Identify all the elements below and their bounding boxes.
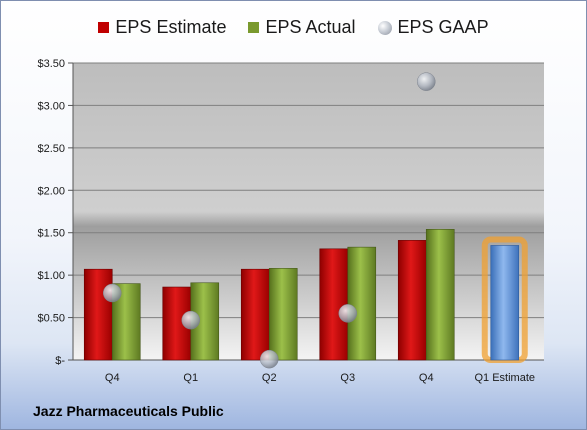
x-tick-label: Q4 bbox=[105, 372, 120, 384]
legend-label-eps-actual: EPS Actual bbox=[265, 17, 356, 37]
legend-swatch-eps-estimate bbox=[98, 22, 110, 33]
y-tick-label: $2.50 bbox=[37, 143, 65, 155]
x-tick-label: Q1 Estimate bbox=[474, 372, 535, 384]
marker-eps-gaap bbox=[338, 304, 357, 323]
company-name: Jazz Pharmaceuticals Public bbox=[33, 403, 224, 419]
marker-eps-gaap bbox=[417, 72, 436, 91]
y-tick-label: $3.00 bbox=[37, 100, 65, 112]
bar-eps-estimate bbox=[397, 240, 427, 361]
plot-area bbox=[73, 63, 544, 360]
y-tick-label: $0.50 bbox=[37, 313, 65, 325]
y-tick-label: $1.00 bbox=[37, 270, 65, 282]
bar-eps-actual bbox=[425, 229, 455, 361]
x-tick-label: Q4 bbox=[419, 372, 434, 384]
marker-eps-gaap bbox=[181, 310, 200, 330]
legend-item-eps-actual: EPS Actual bbox=[248, 17, 356, 38]
bar-eps-estimate bbox=[240, 268, 270, 361]
x-tick-label: Q2 bbox=[262, 372, 277, 384]
bar-eps-actual bbox=[268, 268, 298, 361]
legend-swatch-eps-actual bbox=[248, 22, 260, 33]
x-tick-label: Q3 bbox=[340, 372, 355, 384]
legend-swatch-eps-gaap bbox=[377, 20, 392, 35]
x-tick-label: Q1 bbox=[183, 372, 198, 384]
y-tick-label: $- bbox=[55, 355, 65, 367]
marker-eps-gaap bbox=[103, 283, 122, 303]
legend: EPS Estimate EPS Actual EPS GAAP bbox=[1, 17, 586, 38]
y-tick-label: $1.50 bbox=[37, 228, 65, 240]
bar-eps-estimate bbox=[319, 248, 349, 361]
y-tick-label: $3.50 bbox=[37, 58, 65, 70]
y-tick-label: $2.00 bbox=[37, 185, 65, 197]
legend-label-eps-estimate: EPS Estimate bbox=[115, 17, 227, 37]
marker-eps-gaap bbox=[260, 349, 279, 369]
legend-item-eps-gaap: EPS GAAP bbox=[377, 17, 489, 38]
bar-q1-estimate bbox=[490, 245, 520, 361]
bar-eps-actual bbox=[347, 246, 377, 361]
bar-eps-estimate bbox=[83, 268, 113, 361]
legend-label-eps-gaap: EPS GAAP bbox=[397, 17, 489, 37]
legend-item-eps-estimate: EPS Estimate bbox=[98, 17, 226, 38]
